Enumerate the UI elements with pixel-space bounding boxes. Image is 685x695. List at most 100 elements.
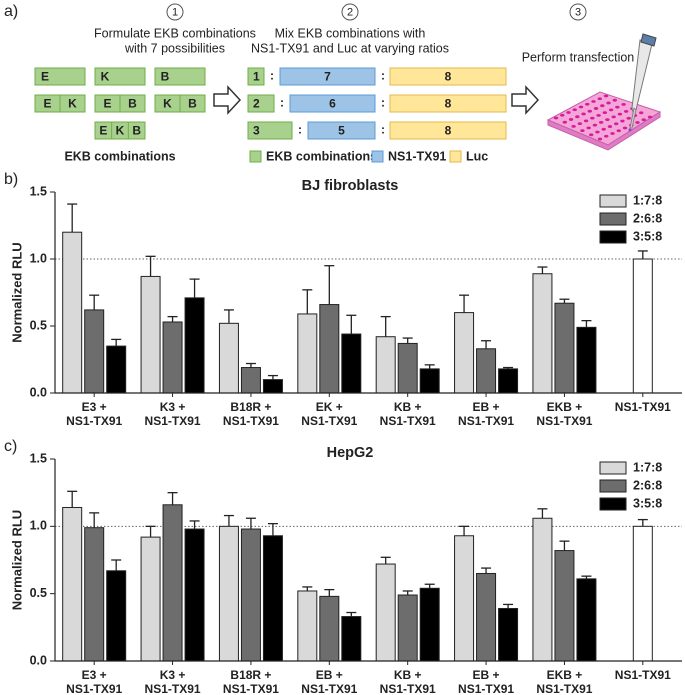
bar xyxy=(162,321,183,394)
legend-swatch xyxy=(599,479,627,493)
bar xyxy=(375,336,396,394)
bar xyxy=(62,506,83,662)
well xyxy=(620,119,625,123)
x-tick-label: NS1-TX91 xyxy=(223,414,279,428)
well xyxy=(572,108,577,112)
ns1-ratio-box xyxy=(289,94,376,113)
well xyxy=(617,112,623,116)
x-tick-label: E3 + xyxy=(82,400,107,414)
ratio-number: 8 xyxy=(445,97,452,111)
separator: : xyxy=(381,69,385,83)
legend-swatch xyxy=(599,212,627,226)
well xyxy=(577,122,583,126)
well xyxy=(600,104,605,108)
x-tick-label: NS1-TX91 xyxy=(145,414,201,428)
bar xyxy=(532,273,553,394)
well xyxy=(581,112,586,116)
x-tick-label: KB + xyxy=(394,668,422,682)
ratio-number: 5 xyxy=(338,124,345,138)
x-tick-label: EKB + xyxy=(547,668,583,682)
ekb-box xyxy=(154,67,206,86)
ekb-letter: B xyxy=(161,70,170,84)
well xyxy=(641,118,646,122)
x-tick-label: EK + xyxy=(316,400,343,414)
well xyxy=(597,97,602,101)
ekb-letter: E xyxy=(41,70,49,84)
well xyxy=(568,118,574,121)
well xyxy=(639,111,644,115)
x-tick-label: B18R + xyxy=(230,668,271,682)
well xyxy=(607,125,613,128)
bar xyxy=(240,367,261,394)
luc-ratio-box xyxy=(389,94,507,113)
bar xyxy=(532,517,553,662)
ratio-number: 8 xyxy=(445,70,452,84)
bar xyxy=(419,368,440,394)
well xyxy=(615,105,620,109)
well xyxy=(562,120,567,124)
step-circle xyxy=(569,3,587,21)
x-tick-label: E3 + xyxy=(82,668,107,682)
bar xyxy=(454,535,475,662)
ekb-letter: K xyxy=(68,97,77,111)
bar xyxy=(140,275,161,394)
well xyxy=(610,132,615,135)
ratio-number: 7 xyxy=(324,70,331,84)
bar xyxy=(319,595,340,662)
well xyxy=(590,116,595,120)
x-tick-label: NS1-TX91 xyxy=(66,682,122,695)
well xyxy=(614,122,619,126)
chart-title: HepG2 xyxy=(327,445,374,461)
legend-swatch xyxy=(599,230,627,244)
bar xyxy=(632,258,653,394)
well xyxy=(566,111,571,114)
ekb-letter: B xyxy=(132,124,141,138)
y-tick-label: 0.0 xyxy=(30,653,47,667)
ratio-number: 8 xyxy=(445,124,452,138)
bar xyxy=(184,528,205,662)
bar xyxy=(184,297,205,394)
well xyxy=(611,115,616,119)
ekb-ratio-box xyxy=(247,94,275,113)
legend-swatch xyxy=(599,461,627,475)
x-tick-label: NS1-TX91 xyxy=(66,414,122,428)
ekb-box xyxy=(34,67,86,86)
x-tick-label: K3 + xyxy=(160,400,186,414)
legend-label: Luc xyxy=(466,149,488,163)
ekb-caption: EKB combinations xyxy=(64,149,175,163)
ns1-ratio-box xyxy=(307,121,376,140)
bar xyxy=(262,535,283,662)
x-tick-label: NS1-TX91 xyxy=(301,682,357,695)
legend-label: 2:6:8 xyxy=(633,478,662,492)
bar xyxy=(476,348,497,394)
x-tick-label: EKB + xyxy=(547,400,583,414)
step-number: 1 xyxy=(172,6,178,18)
ekb-letter: K xyxy=(163,97,172,111)
legend-swatch xyxy=(371,150,384,163)
bar xyxy=(106,345,127,394)
well xyxy=(605,118,610,121)
bar xyxy=(576,578,597,662)
bar xyxy=(162,504,183,662)
bar xyxy=(576,326,597,394)
x-tick-label: NS1-TX91 xyxy=(301,414,357,428)
step-title: Formulate EKB combinations xyxy=(94,26,256,40)
y-tick-label: 0.5 xyxy=(30,586,47,600)
ekb-letter: E xyxy=(43,97,51,111)
well xyxy=(589,133,594,137)
ekb-letter: E xyxy=(99,124,107,138)
legend-label: NS1-TX91 xyxy=(388,149,446,163)
bar xyxy=(632,525,653,662)
bar xyxy=(218,525,239,662)
separator: : xyxy=(381,123,385,137)
arrow xyxy=(213,85,242,115)
x-tick-label: NS1-TX91 xyxy=(223,682,279,695)
bar xyxy=(218,322,239,394)
ratio-number: 1 xyxy=(253,70,260,84)
well xyxy=(592,123,598,127)
x-tick-label: EB + xyxy=(473,668,500,682)
plate-illustration xyxy=(546,91,662,151)
bar xyxy=(397,594,418,662)
step-title: NS1-TX91 and Luc at varying ratios xyxy=(251,41,449,55)
x-tick-label: NS1-TX91 xyxy=(615,668,671,682)
